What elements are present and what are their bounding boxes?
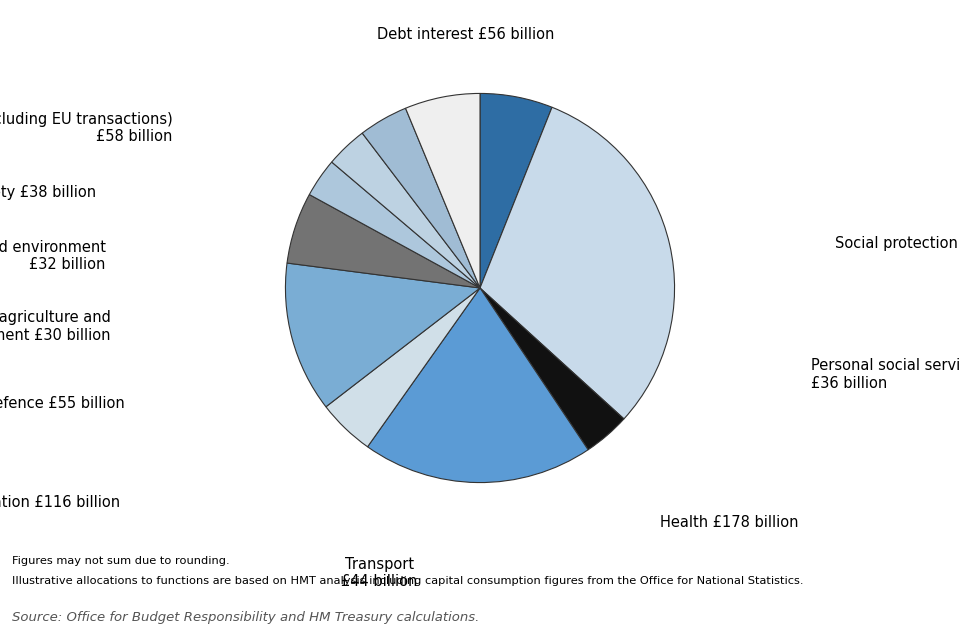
Text: Figures may not sum due to rounding.: Figures may not sum due to rounding. xyxy=(12,556,229,566)
Wedge shape xyxy=(405,93,480,288)
Wedge shape xyxy=(480,288,624,450)
Wedge shape xyxy=(480,108,675,419)
Wedge shape xyxy=(285,263,480,407)
Text: Personal social services
£36 billion: Personal social services £36 billion xyxy=(811,358,960,390)
Text: Public order and safety £38 billion: Public order and safety £38 billion xyxy=(0,184,96,200)
Wedge shape xyxy=(362,108,480,288)
Text: Education £116 billion: Education £116 billion xyxy=(0,495,120,510)
Text: Illustrative allocations to functions are based on HMT analysis including capita: Illustrative allocations to functions ar… xyxy=(12,575,803,586)
Text: Other (including EU transactions)
£58 billion: Other (including EU transactions) £58 bi… xyxy=(0,112,173,144)
Text: Social protection £285 billion: Social protection £285 billion xyxy=(835,236,960,251)
Wedge shape xyxy=(480,93,552,288)
Text: Source: Office for Budget Responsibility and HM Treasury calculations.: Source: Office for Budget Responsibility… xyxy=(12,611,479,624)
Text: Health £178 billion: Health £178 billion xyxy=(660,515,799,530)
Wedge shape xyxy=(332,133,480,288)
Wedge shape xyxy=(368,288,588,483)
Text: Housing and environment
£32 billion: Housing and environment £32 billion xyxy=(0,240,106,272)
Text: Debt interest £56 billion: Debt interest £56 billion xyxy=(377,27,554,42)
Wedge shape xyxy=(309,162,480,288)
Text: Defence £55 billion: Defence £55 billion xyxy=(0,396,125,411)
Text: Transport
£44 billion: Transport £44 billion xyxy=(341,557,418,589)
Text: Industry, agriculture and
employment £30 billion: Industry, agriculture and employment £30… xyxy=(0,310,110,342)
Wedge shape xyxy=(325,288,480,447)
Wedge shape xyxy=(287,195,480,288)
